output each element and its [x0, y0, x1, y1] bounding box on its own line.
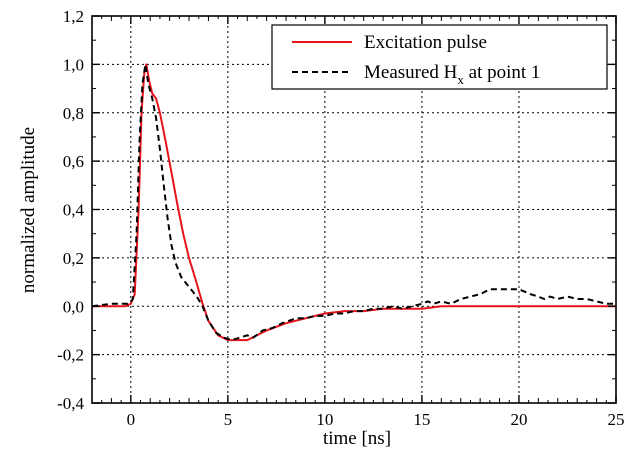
legend-label-measured-sub: x	[457, 72, 464, 87]
y-tick-label: 1,2	[63, 7, 84, 26]
legend-label-measured-main: Measured H	[364, 62, 458, 83]
y-tick-label: 0,6	[63, 152, 84, 171]
y-tick-label: 0,0	[63, 297, 84, 316]
series-layer	[91, 63, 616, 342]
x-tick-label: 20	[510, 410, 527, 429]
y-tick-label: 0,4	[63, 201, 85, 220]
y-tick-label: 1,0	[63, 55, 84, 74]
series-line-measured-hx	[91, 63, 616, 342]
x-tick-label: 15	[413, 410, 430, 429]
x-tick-label: 10	[316, 410, 333, 429]
legend-box	[271, 24, 608, 90]
y-tick-label: 0,8	[63, 104, 84, 123]
y-tick-label: -0,4	[57, 394, 84, 413]
tick-marks	[91, 15, 617, 404]
legend-label-measured-tail: at point 1	[464, 62, 541, 83]
legend-label-measured: Measured Hx at point 1	[364, 62, 540, 87]
legend: Excitation pulse Measured Hx at point 1	[271, 24, 608, 90]
x-tick-label: 5	[224, 410, 233, 429]
tick-labels: 0 5 10 15 20 25 -0,4 -0,2 0,0 0,2 0,4 0,6 0,8 1,0 1,2	[57, 7, 624, 429]
x-tick-label: 25	[608, 410, 625, 429]
y-tick-label: 0,2	[63, 249, 84, 268]
x-tick-label: 0	[127, 410, 136, 429]
x-axis-label: time [ns]	[323, 428, 391, 449]
legend-label-excitation: Excitation pulse	[364, 32, 487, 53]
y-tick-label: -0,2	[57, 346, 84, 365]
y-axis-label: normalized amplitude	[18, 127, 39, 293]
series-line-excitation-pulse	[92, 63, 616, 342]
